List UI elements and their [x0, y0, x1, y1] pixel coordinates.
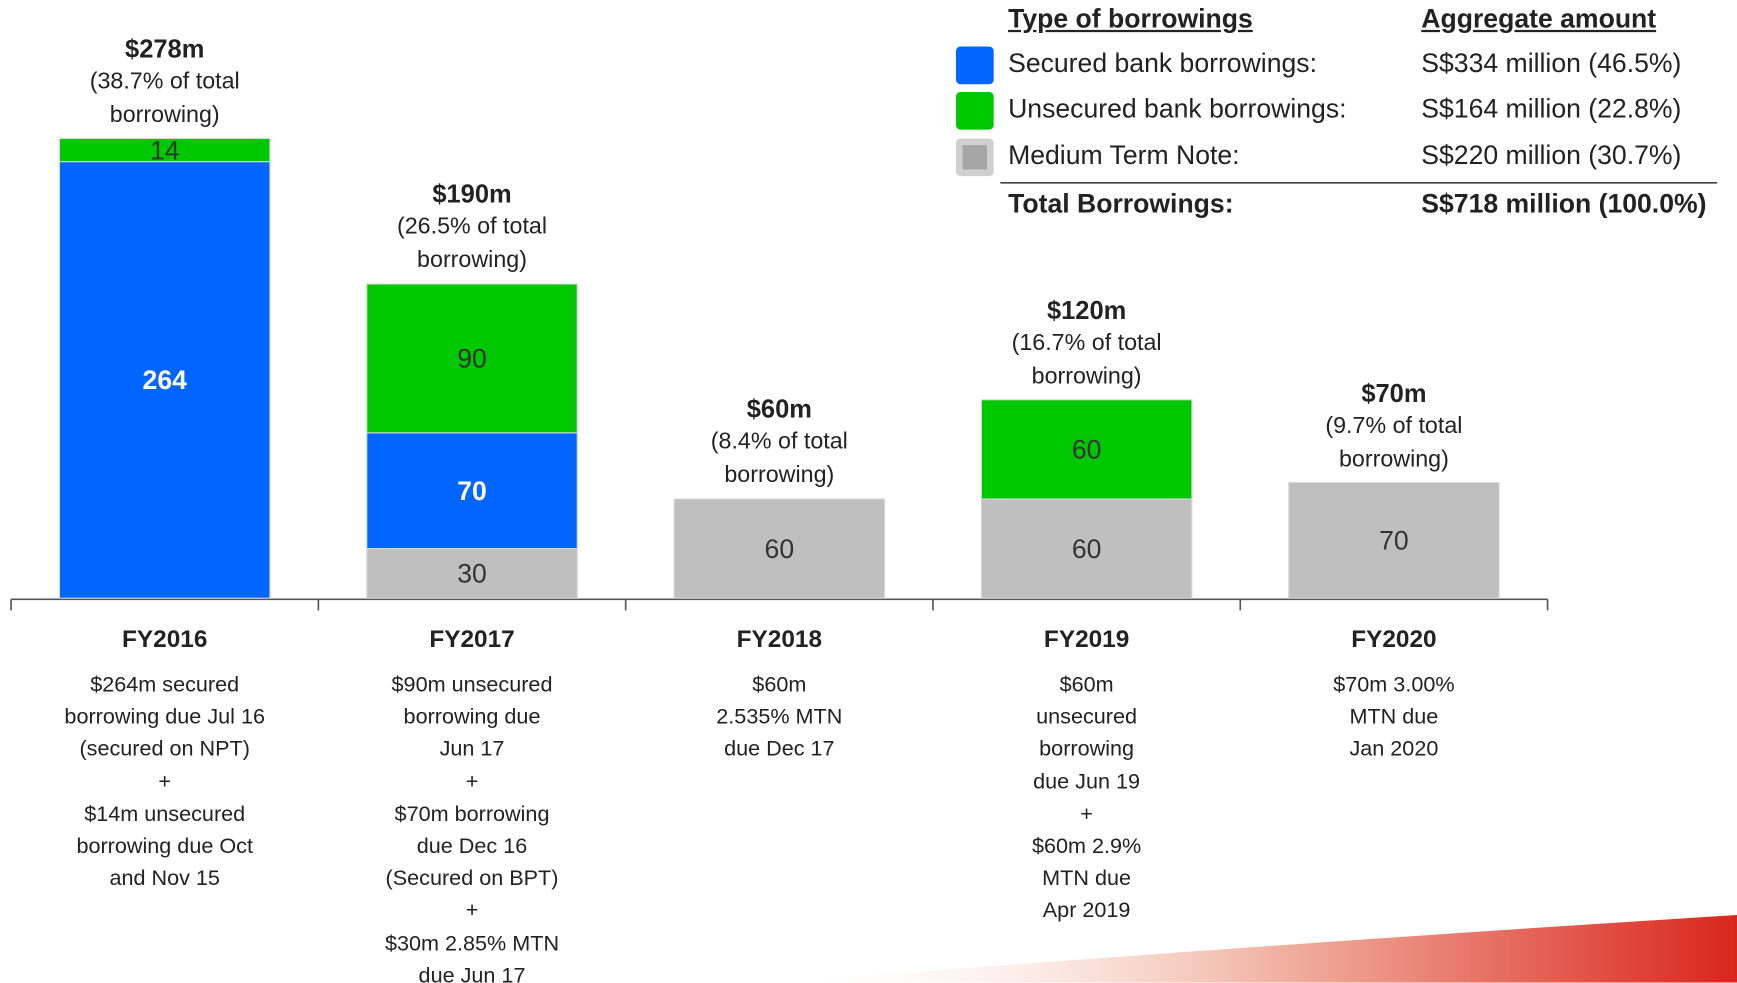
note-line: $70m borrowing [394, 801, 550, 827]
note-line: Jan 2020 [1349, 737, 1439, 762]
bar-segment [366, 432, 578, 550]
note-line: (Secured on BPT) [385, 866, 559, 891]
note-line: $264m secured [90, 672, 240, 697]
bar-segment [58, 137, 271, 163]
category-note: $60m 2.535% MTN due Dec 17 [646, 669, 912, 766]
total-label: $120m (16.7% of total borrowing) [959, 293, 1214, 393]
total-label: $190m (26.5% of total borrowing) [345, 178, 600, 278]
note-line: MTN due [1349, 704, 1439, 730]
note-line: $60m 2.9% [1031, 834, 1142, 859]
note-line: borrowing due [403, 704, 541, 730]
category-note: $60m unsecured borrowing due Jun 19 + $60m 2.… [954, 669, 1220, 928]
note-line: 2.535% MTN [716, 704, 843, 730]
category-note: $70m 3.00% MTN due Jan 2020 [1261, 669, 1527, 766]
value-label: 60 [1072, 534, 1102, 564]
bar-segment [366, 548, 578, 599]
decor-swoosh [775, 915, 1737, 983]
legend-total-amount: S$718 million (100.0%) [1421, 189, 1707, 220]
total-amount: $60m [746, 394, 812, 424]
value-label: 60 [1072, 435, 1102, 465]
legend-header: Type of borrowings [1008, 4, 1253, 35]
note-line: $70m 3.00% [1333, 672, 1455, 697]
share-label: (8.4% of total borrowing) [710, 429, 848, 488]
legend-amount: S$164 million (22.8%) [1421, 94, 1682, 125]
share-label: (16.7% of total borrowing) [1011, 329, 1162, 389]
total-amount: $278m [125, 34, 205, 64]
share-label: (9.7% of total borrowing) [1325, 412, 1463, 472]
value-label: 90 [457, 344, 487, 374]
note-line: and Nov 15 [109, 866, 220, 891]
note-line: + [1080, 801, 1093, 827]
note-line: due Jun 19 [1033, 769, 1141, 794]
legend-label: Secured bank borrowings: [1008, 48, 1317, 79]
legend-amount: S$334 million (46.5%) [1421, 48, 1682, 79]
value-label: 14 [150, 135, 180, 165]
note-line: borrowing [1039, 737, 1135, 762]
legend-swatch [956, 46, 994, 85]
legend-swatch-inner [962, 145, 988, 170]
note-line: $60m [752, 672, 807, 697]
note-line: due Dec 16 [416, 834, 528, 859]
legend-amount: S$220 million (30.7%) [1421, 140, 1682, 171]
note-line: + [465, 898, 479, 924]
bar-segment [1288, 481, 1500, 599]
value-label: 30 [457, 559, 487, 589]
value-label: 264 [143, 365, 188, 395]
note-line: unsecured [1036, 704, 1138, 730]
legend-swatch [956, 91, 994, 130]
note-line: MTN due [1042, 866, 1132, 891]
bar-segment [366, 283, 578, 434]
note-line: due Dec 17 [724, 737, 835, 762]
note-line: due Jun 17 [418, 963, 526, 983]
x-tick-label: FY2019 [1043, 624, 1130, 653]
x-tick-label: FY2016 [122, 624, 208, 653]
note-line: $14m unsecured [84, 801, 246, 827]
note-line: borrowing due Oct [76, 834, 253, 859]
bar-segment [980, 498, 1193, 599]
category-note: $90m unsecured borrowing due Jun 17 + $70m b… [339, 669, 605, 983]
value-label: 70 [457, 476, 487, 506]
legend-label: Unsecured bank borrowings: [1008, 94, 1347, 125]
total-amount: $190m [432, 179, 512, 209]
value-label: 60 [765, 534, 795, 564]
note-line: $60m [1059, 672, 1114, 697]
note-line: + [465, 769, 479, 794]
x-tick-label: FY2018 [736, 624, 823, 653]
total-amount: $120m [1046, 295, 1127, 325]
total-amount: $70m [1361, 378, 1427, 408]
note-line: borrowing due Jul 16 [64, 704, 265, 730]
note-line: (secured on NPT) [79, 737, 250, 762]
note-line: $30m 2.85% MTN [384, 931, 560, 956]
x-tick-label: FY2017 [429, 624, 515, 653]
total-label: $60m (8.4% of total borrowing) [652, 393, 907, 493]
bar-segment [980, 399, 1193, 500]
value-label: 70 [1379, 526, 1409, 556]
note-line: Jun 17 [439, 737, 505, 762]
x-tick-label: FY2020 [1351, 624, 1437, 653]
bar-segment [58, 161, 271, 599]
share-label: (26.5% of total borrowing) [397, 214, 548, 273]
total-label: $70m (9.7% of total borrowing) [1267, 376, 1522, 476]
legend-label: Medium Term Note: [1008, 140, 1240, 171]
bar-segment [673, 498, 886, 599]
legend-total-label: Total Borrowings: [1008, 189, 1234, 220]
total-label: $278m (38.7% of total borrowing) [37, 32, 292, 132]
note-line: Apr 2019 [1042, 898, 1131, 924]
note-line: + [158, 769, 172, 794]
note-line: $90m unsecured [391, 672, 553, 697]
legend-header: Aggregate amount [1421, 4, 1657, 35]
category-note: $264m secured borrowing due Jul 16 (secure… [32, 669, 298, 895]
share-label: (38.7% of total borrowing) [89, 68, 240, 128]
